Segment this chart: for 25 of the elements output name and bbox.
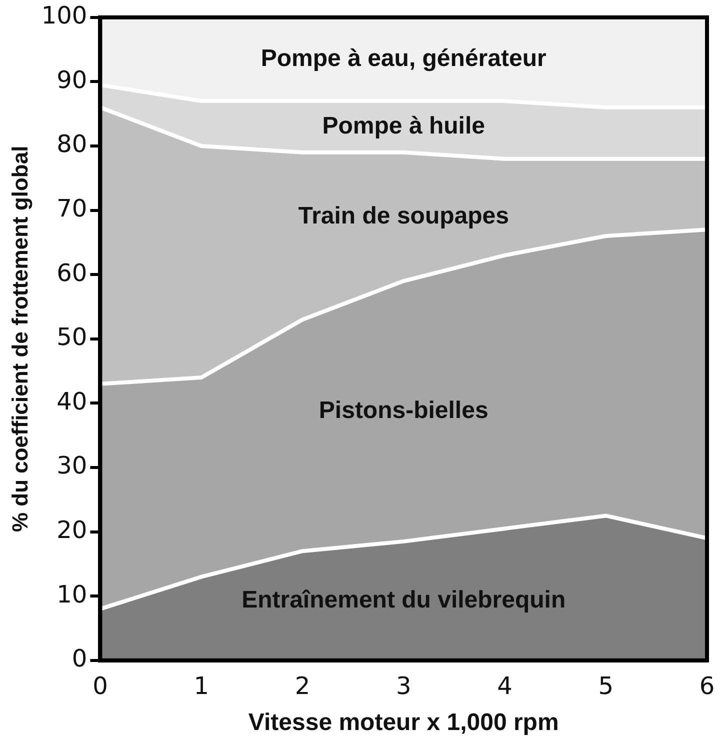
y-tick-label: 50: [56, 323, 88, 352]
y-tick-label: 20: [56, 516, 88, 544]
x-tick-label: 0: [92, 672, 108, 700]
x-tick-label: 1: [194, 672, 209, 700]
x-tick-label: 2: [294, 672, 310, 700]
y-tick-label: 90: [56, 66, 88, 94]
y-tick-label: 40: [56, 387, 88, 416]
series-label: Pompe à eau, générateur: [260, 44, 546, 72]
x-tick-label: 6: [699, 672, 715, 700]
y-tick-label: 0: [72, 644, 88, 673]
x-tick-label: 3: [396, 672, 412, 700]
series-label: Pistons-bielles: [318, 396, 488, 424]
y-tick-label: 80: [56, 130, 88, 158]
y-tick-label: 100: [41, 2, 88, 30]
series-label: Pompe à huile: [322, 112, 485, 140]
y-axis-title: % du coefficient de frottement global: [7, 146, 32, 532]
y-tick-label: 30: [56, 452, 88, 480]
series-label: Train de soupapes: [298, 202, 509, 230]
y-tick-label: 60: [56, 258, 88, 287]
y-tick-label: 70: [56, 194, 88, 223]
x-tick-label: 5: [598, 672, 614, 700]
series-label: Entraînement du vilebrequin: [242, 586, 566, 614]
x-axis-title: Vitesse moteur x 1,000 rpm: [248, 709, 559, 736]
y-tick-label: 10: [56, 580, 88, 608]
x-tick-label: 4: [497, 672, 512, 700]
